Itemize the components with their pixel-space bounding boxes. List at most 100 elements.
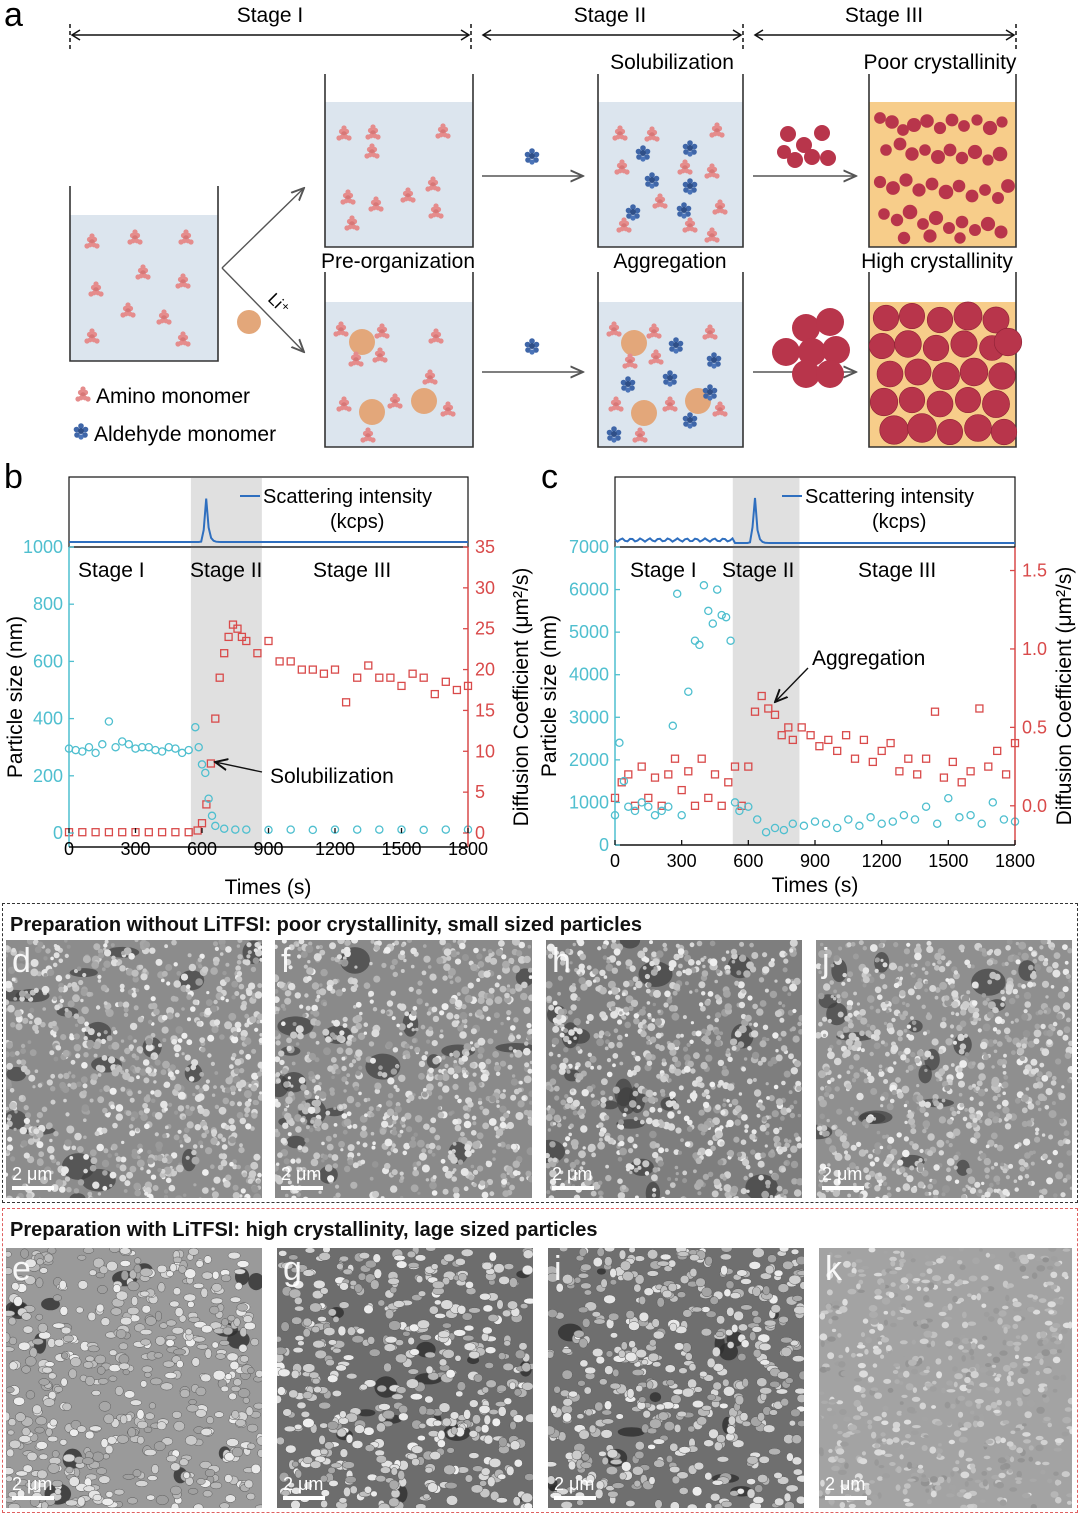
diffusion-coefficient-point (91, 828, 100, 837)
sem-letter-d: d (12, 942, 31, 980)
diffusion-coefficient-point (704, 793, 713, 803)
scale-bar: 2 μm (12, 1164, 54, 1190)
particle-size-point (730, 798, 740, 807)
diffusion-coefficient-point (664, 770, 673, 779)
particle-size-point (977, 819, 986, 828)
diffusion-coefficient-point (211, 714, 220, 723)
chart-c-y2label: Diffusion Coefficient (μm²/s) (1053, 567, 1076, 826)
scale-bar: 2 μm (283, 1474, 325, 1500)
diffusion-coefficient-point (220, 649, 229, 658)
sem-letter-e: e (12, 1250, 31, 1288)
x-tick-label: 1500 (928, 851, 968, 871)
particle-size-point (242, 825, 251, 834)
large-particle (982, 390, 1010, 418)
large-particle (990, 418, 1018, 446)
x-tick-label: 0 (64, 839, 74, 859)
chart-b-y2label: Diffusion Coefficient (μm²/s) (510, 568, 533, 827)
scale-bar: 2 μm (552, 1164, 594, 1190)
large-particles-icon (772, 308, 850, 388)
chart-b-inset-legend-2: (kcps) (330, 511, 384, 533)
chart-b-annotation: Solubilization (270, 765, 394, 788)
particle-size-point (91, 748, 100, 758)
particle-size-point (821, 819, 831, 828)
small-particle (905, 147, 919, 161)
particle-size-point (624, 802, 633, 811)
diffusion-coefficient-point (895, 767, 904, 776)
diffusion-coefficient-point (770, 710, 780, 719)
sem-image-k: k 2 μm (819, 1248, 1072, 1508)
particle-size-point (810, 817, 820, 826)
scale-label: 2 μm (12, 1474, 53, 1494)
scale-label: 2 μm (822, 1164, 863, 1184)
stage2-shading (732, 547, 800, 845)
large-particle (898, 386, 926, 414)
diffusion-coefficient-point (253, 649, 262, 658)
y-tick-label: 1000 (569, 792, 609, 812)
particle-size-point (735, 806, 744, 816)
particle-size-point (668, 721, 678, 731)
large-particle (950, 330, 978, 358)
chart-c-stage2: Stage II (722, 559, 794, 582)
sem-top-title: Preparation without LiTFSI: poor crystal… (10, 914, 642, 936)
x-tick-label: 600 (733, 851, 763, 871)
particle-size-point (171, 744, 180, 753)
chart-c-stage1: Stage I (630, 559, 697, 582)
chart-b-plot: 0 200 400 600 800 1000 0 5 10 15 20 25 30 35 0 300 600 90… (4, 537, 533, 899)
particle-size-point (866, 813, 875, 822)
diffusion-coefficient-point (397, 681, 406, 691)
x-tick-label: 600 (187, 839, 217, 859)
diffusion-coefficient-point (824, 735, 833, 745)
diffusion-coefficient-point (264, 636, 273, 646)
particle-size-point (264, 825, 273, 835)
small-particle (979, 184, 991, 196)
sem-image-g: g 2 μm (277, 1248, 533, 1508)
particle-size-point (644, 802, 653, 811)
particle-size-point (352, 825, 362, 834)
large-particle (869, 387, 899, 417)
small-particle (996, 116, 1008, 128)
diffusion-coefficient-point (193, 826, 202, 835)
large-particle (959, 357, 989, 387)
chart-b-stage1: Stage I (78, 559, 145, 582)
particle-size-point (657, 806, 666, 816)
diffusion-coefficient-point (850, 754, 860, 763)
large-particle (932, 362, 960, 390)
li-ion-icon (237, 310, 261, 334)
diffusion-coefficient-point (375, 673, 384, 682)
scale-label: 2 μm (825, 1474, 866, 1494)
y2-tick-label: 20 (475, 660, 495, 680)
particle-size-point (650, 810, 660, 820)
solubilization-label: Solubilization (610, 51, 734, 74)
particle-size-point (619, 776, 629, 786)
small-particle (992, 192, 1004, 204)
small-particle (874, 112, 886, 124)
particle-size-point (944, 793, 953, 803)
scale-bar: 2 μm (281, 1164, 323, 1190)
stage3-label: Stage III (845, 4, 923, 27)
diffusion-coefficient-point (797, 723, 806, 732)
small-particle (967, 144, 983, 160)
diffusion-coefficient-point (948, 757, 957, 767)
particle-size-point (955, 813, 964, 822)
particle-size-point (779, 825, 789, 835)
li-label: Li⁺ (264, 289, 293, 318)
small-particle (965, 189, 979, 203)
y-tick-label: 600 (33, 651, 63, 671)
diffusion-coefficient-point (78, 828, 87, 837)
particle-size-point (78, 747, 87, 756)
diffusion-coefficient-point (644, 793, 653, 803)
diffusion-coefficient-point (984, 762, 993, 771)
particle-size-point (397, 825, 406, 834)
particle-size-point (695, 640, 704, 650)
y-tick-label: 2000 (569, 750, 609, 770)
small-particle (971, 114, 983, 126)
beaker-stage1-bottom (324, 272, 474, 448)
diffusion-coefficient-point (724, 778, 733, 787)
particle-size-point (184, 745, 193, 755)
chart-b-annotation-arrow (215, 762, 263, 773)
small-particle (994, 225, 1008, 239)
small-particle (1001, 179, 1015, 193)
particle-size-point (888, 817, 898, 826)
x-tick-label: 1200 (315, 839, 355, 859)
large-particle (872, 304, 900, 332)
